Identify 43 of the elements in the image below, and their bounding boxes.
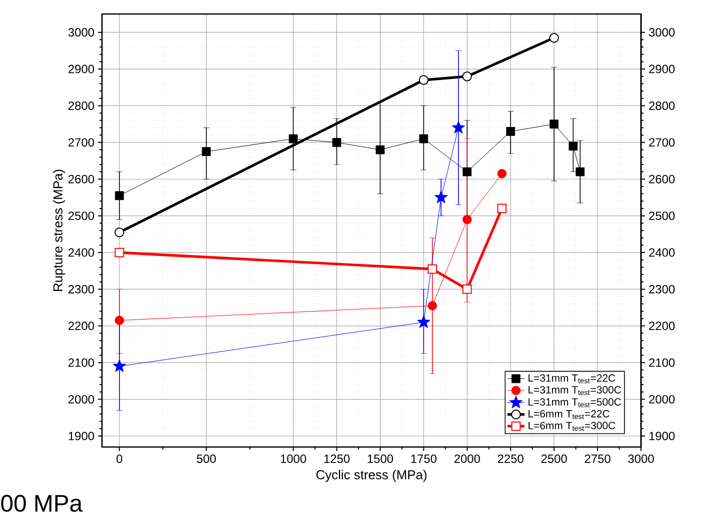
- y-tick-label: 2500: [68, 212, 94, 220]
- x-tick-label: 1000: [280, 454, 306, 463]
- y-tick-label: 2100: [68, 358, 94, 367]
- y-tick-label: 2600: [68, 174, 94, 184]
- y2-tick-label: 2600: [649, 174, 675, 184]
- x-tick-label: 3000: [628, 454, 654, 463]
- y-tick-label: 2800: [68, 102, 94, 110]
- text: 00 MPa: [1, 494, 83, 512]
- legend-label: L=6mm T$_{test}$=300C: [528, 422, 616, 431]
- y-tick-label: 2000: [68, 395, 94, 404]
- legend-label: L=6mm T$_{test}$=22C: [528, 410, 610, 420]
- y-tick-label: 2900: [68, 64, 94, 74]
- y-tick-label: 2200: [68, 322, 94, 330]
- y-tick-label: 1900: [68, 432, 94, 440]
- x-tick-label: 2250: [498, 454, 524, 463]
- y2-tick-label: 3000: [648, 28, 675, 37]
- y2-tick-label: 2800: [649, 102, 675, 110]
- y2-tick-label: 2300: [649, 284, 675, 294]
- x-tick-label: 0: [116, 454, 122, 463]
- x-tick-label: 2500: [541, 454, 567, 463]
- y-axis-title: Rupture stress (MPa): [52, 170, 66, 291]
- y2-tick-label: 2900: [649, 64, 675, 74]
- x-tick-label: 1500: [368, 454, 394, 463]
- y-tick-label: 2700: [68, 138, 94, 147]
- legend-label: L=31mm T$_{test}$=300C: [528, 386, 622, 396]
- y-tick-label: 2400: [68, 248, 94, 257]
- x-tick-label: 500: [196, 454, 216, 463]
- x-tick-label: 2000: [454, 454, 480, 463]
- y2-tick-label: 2400: [649, 248, 675, 257]
- y-tick-label: 3000: [68, 28, 94, 37]
- legend-label: L=31mm T$_{test}$=22C: [528, 374, 616, 384]
- y2-tick-label: 2500: [649, 212, 675, 220]
- y2-tick-label: 2700: [649, 138, 675, 147]
- y2-tick-label: 2100: [649, 358, 675, 367]
- y2-tick-label: 2200: [649, 322, 675, 330]
- y-tick-label: 2300: [68, 284, 94, 294]
- legend-label: L=31mm T$_{test}$=500C: [528, 398, 622, 408]
- x-tick-label: 1750: [411, 454, 436, 463]
- y2-tick-label: 1900: [649, 432, 675, 440]
- x-tick-label: 1250: [324, 454, 350, 463]
- x-axis-title: Cyclic stress (MPa): [316, 470, 426, 482]
- x-tick-label: 2750: [584, 454, 610, 463]
- y2-tick-label: 2000: [649, 395, 675, 404]
